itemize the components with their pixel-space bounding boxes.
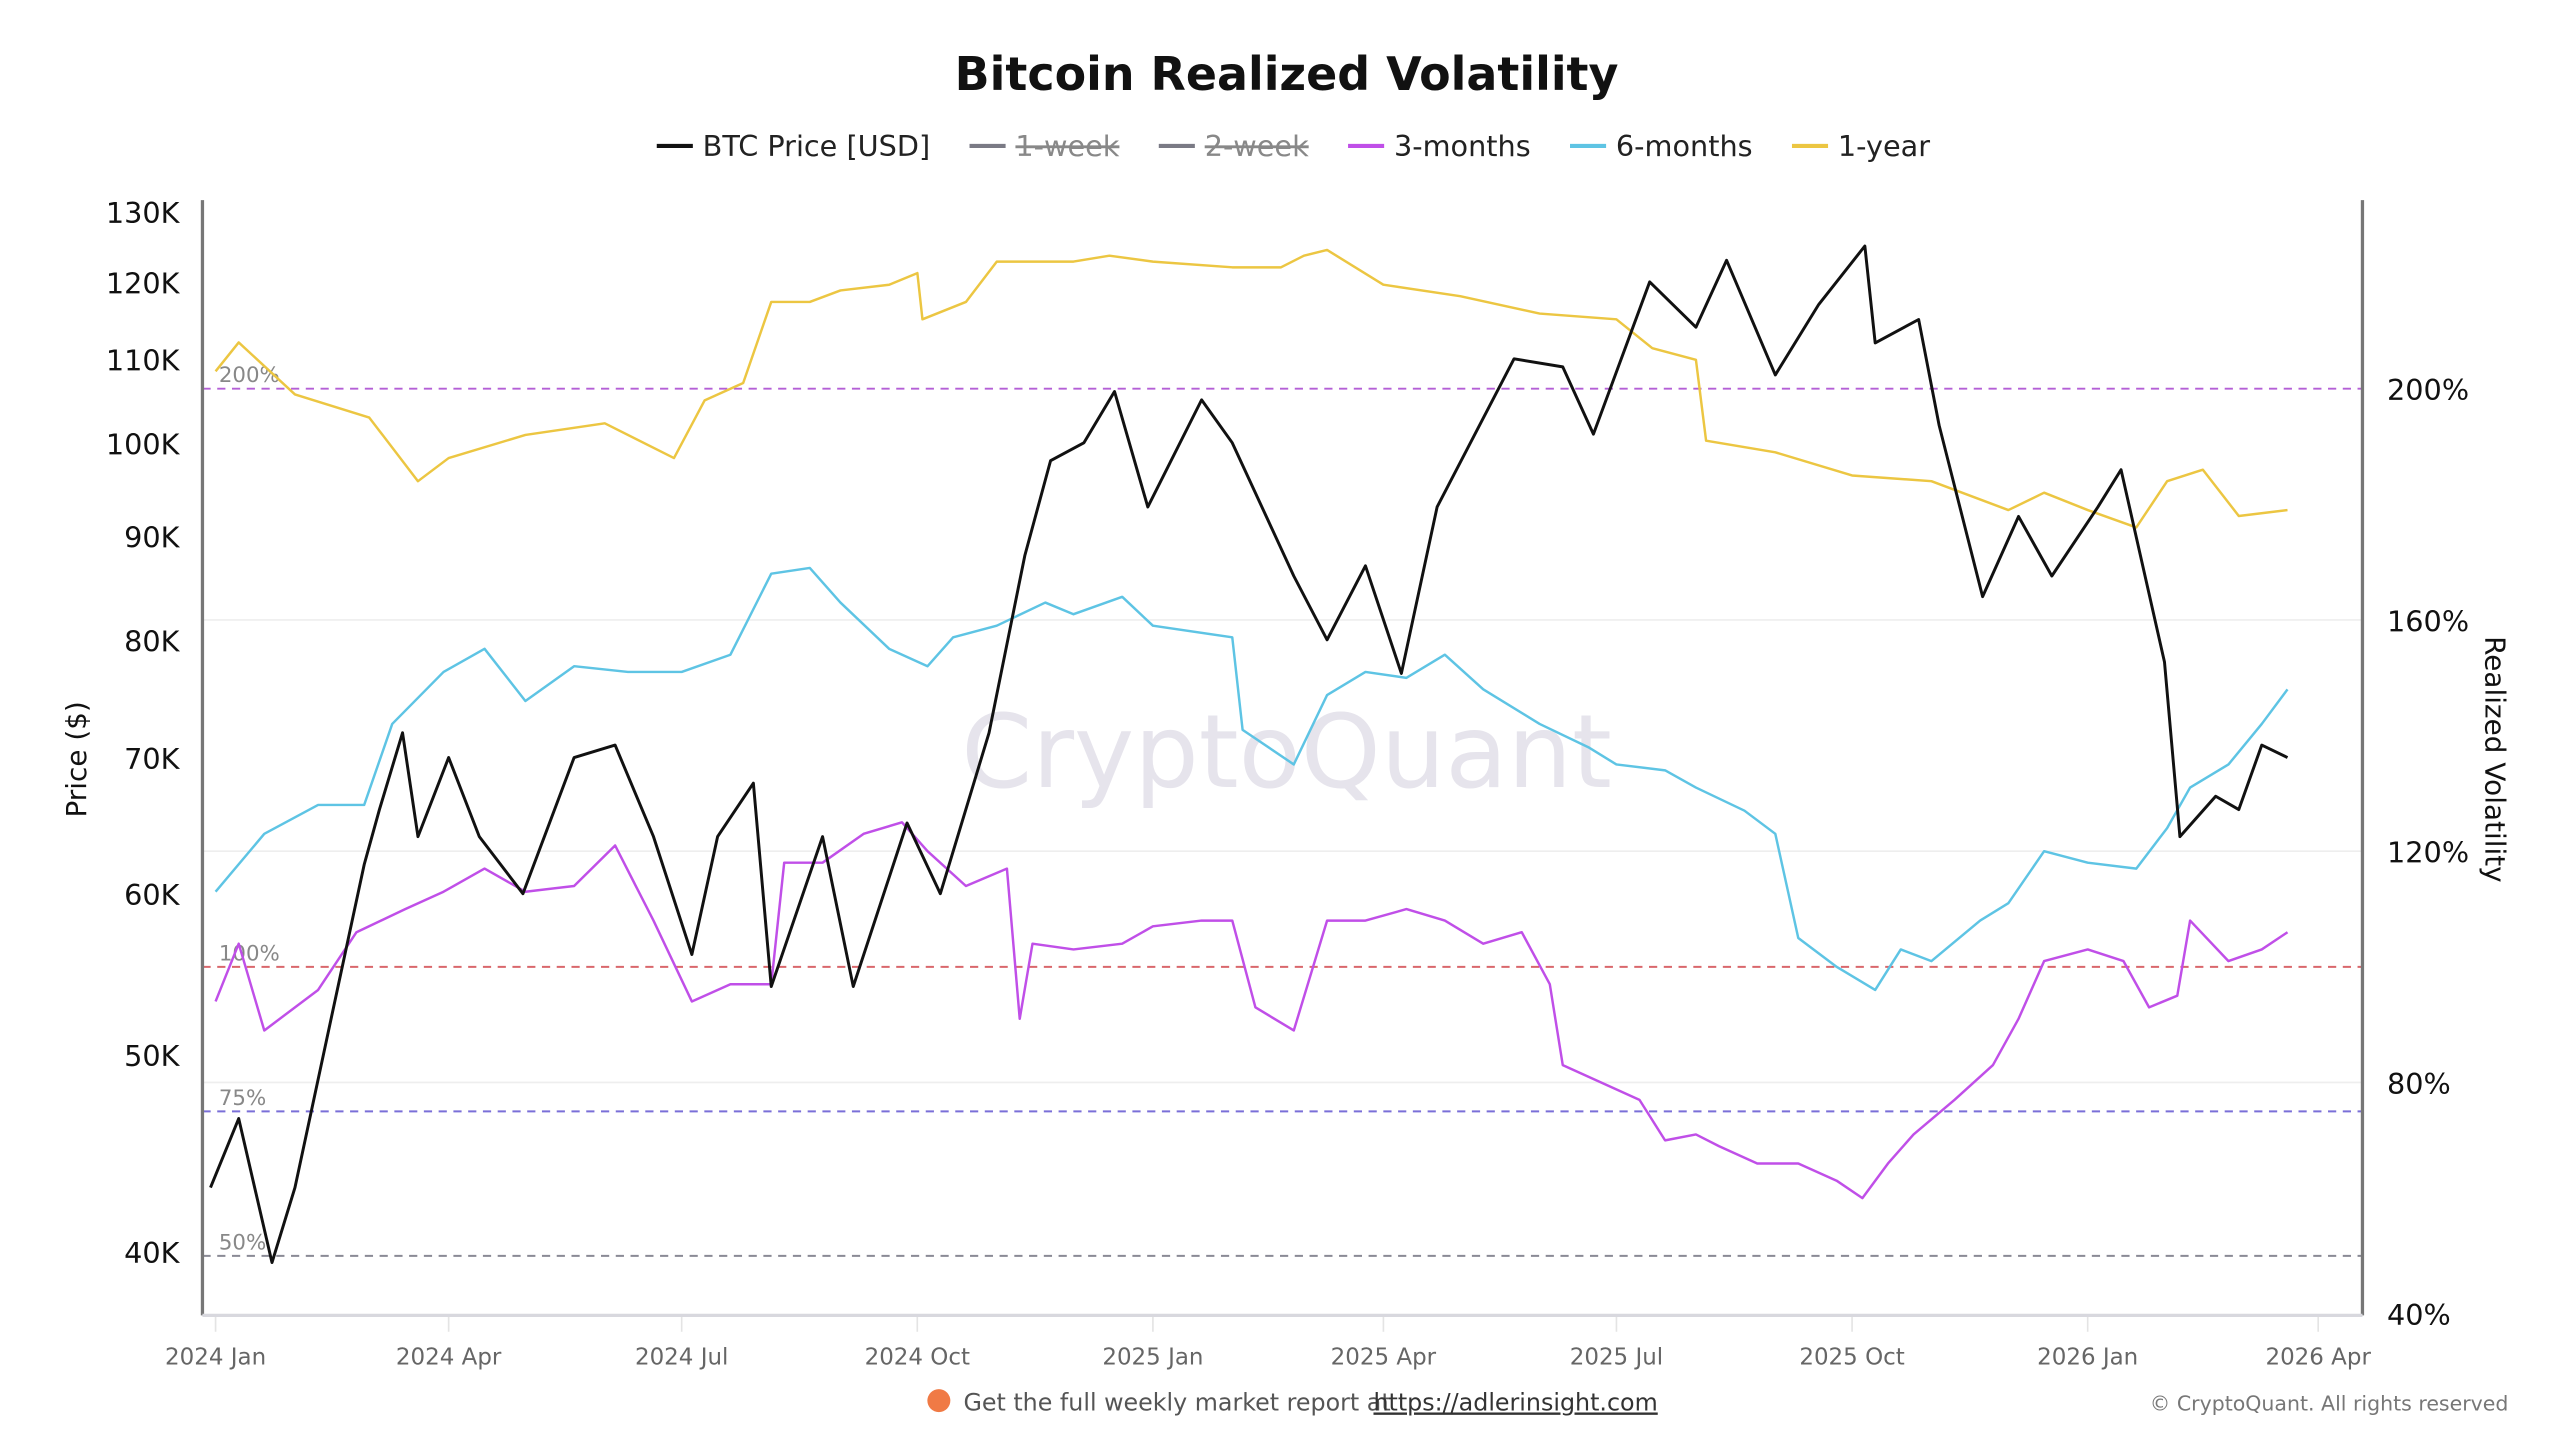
x-tick-label: 2024 Apr — [396, 1345, 502, 1371]
x-tick-label: 2025 Jan — [1102, 1345, 1203, 1371]
legend-label: 1-year — [1838, 129, 1930, 163]
promo-link[interactable]: https://adlerinsight.com — [1373, 1388, 1657, 1416]
legend: BTC Price [USD] 1-week 2-week 3-months 6-mon… — [656, 129, 1930, 163]
y-left-label: Price ($) — [60, 701, 93, 817]
y-left-tick-label: 110K — [106, 343, 181, 377]
x-tick-label: 2026 Jan — [2037, 1345, 2138, 1371]
series-line-1-year — [214, 248, 2288, 529]
legend-label: 2-week — [1205, 129, 1309, 163]
grid — [202, 619, 2363, 1084]
x-tick-label: 2024 Jul — [635, 1345, 728, 1371]
legend-item-btc-price-usd-[interactable]: BTC Price [USD] — [656, 129, 930, 163]
y-right-tick-label: 40% — [2387, 1298, 2451, 1332]
reference-line-label: 50% — [219, 1230, 266, 1255]
y-right-tick-label: 80% — [2387, 1067, 2451, 1101]
axes: 40% 80% 120% 160% 200% 40K 50K 60K 70K 80K 90K 100K… — [106, 196, 2469, 1371]
y-left-tick-label: 50K — [124, 1039, 181, 1073]
x-tick-label: 2025 Jul — [1570, 1345, 1663, 1371]
y-left-tick-label: 130K — [106, 196, 181, 230]
x-tick-label: 2025 Apr — [1331, 1345, 1437, 1371]
x-tick-label: 2024 Jan — [165, 1345, 266, 1371]
series-line-btc-price-usd- — [209, 244, 2289, 1265]
x-tick-label: 2024 Oct — [865, 1345, 970, 1371]
y-left-tick-label: 90K — [124, 520, 181, 554]
legend-label: 6-months — [1616, 129, 1753, 163]
y-left-tick-label: 80K — [124, 624, 181, 658]
x-tick-label: 2025 Oct — [1799, 1345, 1904, 1371]
footer-promo: Get the full weekly market report at htt… — [927, 1388, 1658, 1416]
copyright: © CryptoQuant. All rights reserved — [2150, 1391, 2509, 1415]
legend-item-2-week[interactable]: 2-week — [1158, 129, 1309, 163]
orange-dot-icon — [927, 1389, 951, 1413]
reference-line-label: 75% — [219, 1086, 266, 1111]
y-left-tick-label: 120K — [106, 266, 181, 300]
series — [209, 244, 2289, 1265]
y-right-tick-label: 120% — [2387, 836, 2469, 870]
y-right-tick-label: 160% — [2387, 604, 2469, 638]
promo-text: Get the full weekly market report at — [963, 1388, 1390, 1416]
legend-item-1-year[interactable]: 1-year — [1791, 129, 1930, 163]
reference-lines: 200% 100% 75% 50% — [202, 363, 2363, 1257]
legend-label: 3-months — [1394, 129, 1531, 163]
x-tick-label: 2026 Apr — [2265, 1345, 2371, 1371]
series-line-3-months — [214, 821, 2289, 1200]
watermark: CryptoQuant — [961, 693, 1612, 811]
series-line-6-months — [214, 566, 2289, 992]
legend-item-1-week[interactable]: 1-week — [969, 129, 1120, 163]
y-right-tick-label: 200% — [2387, 373, 2469, 407]
y-left-tick-label: 40K — [124, 1236, 181, 1270]
legend-label: 1-week — [1015, 129, 1119, 163]
y-right-label: Realized Volatility — [2478, 636, 2511, 883]
y-left-tick-label: 60K — [124, 878, 181, 912]
legend-item-6-months[interactable]: 6-months — [1570, 129, 1753, 163]
chart-title: Bitcoin Realized Volatility — [955, 47, 1619, 101]
legend-label: BTC Price [USD] — [703, 129, 930, 163]
y-left-tick-label: 70K — [124, 742, 181, 776]
reference-line-label: 100% — [219, 941, 280, 966]
reference-line-label: 200% — [219, 363, 280, 388]
legend-item-3-months[interactable]: 3-months — [1348, 129, 1531, 163]
y-left-tick-label: 100K — [106, 427, 181, 461]
